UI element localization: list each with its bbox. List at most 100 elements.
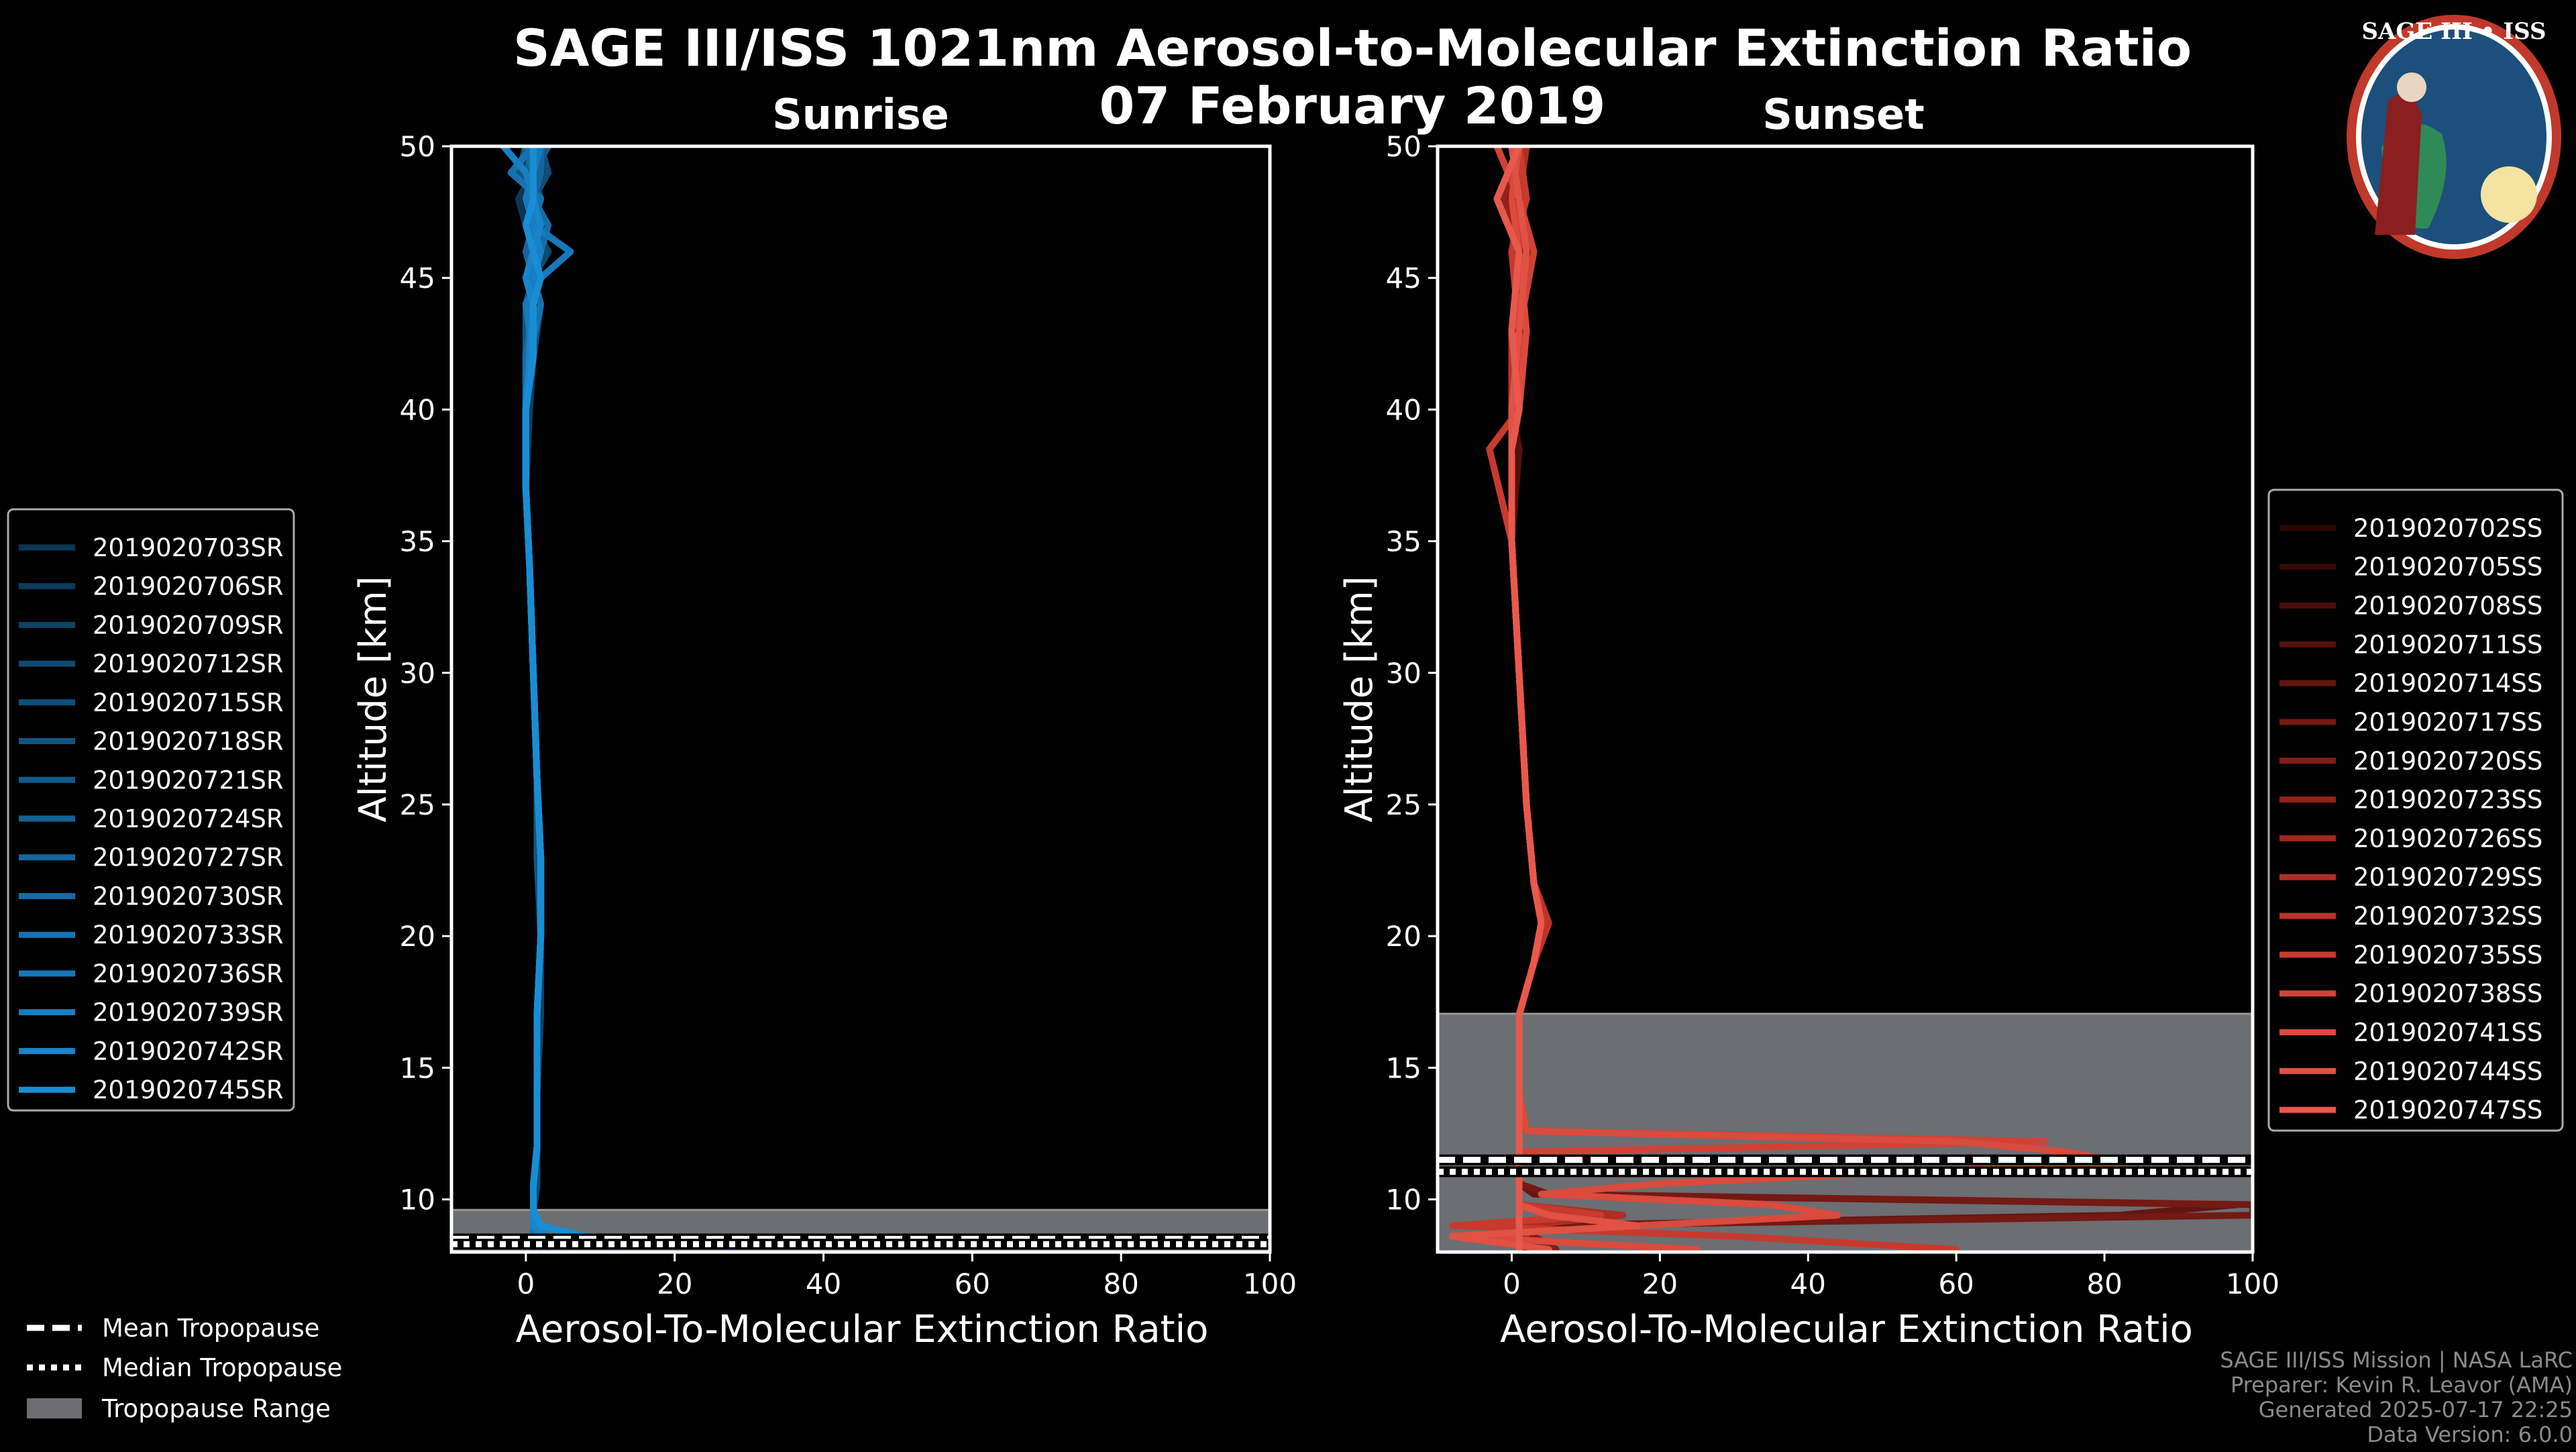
legend-label: 2019020724SR [93, 805, 284, 833]
legend-item: 2019020703SR [19, 533, 284, 562]
legend-label: 2019020747SS [2353, 1096, 2542, 1125]
y-tick-label: 30 [400, 657, 435, 690]
legend-item: 2019020738SS [2279, 980, 2542, 1008]
logo-text: SAGE III • ISS [2361, 18, 2546, 45]
legend-label: 2019020714SS [2353, 669, 2542, 698]
y-tick-label: 15 [1386, 1051, 1421, 1084]
x-tick-label: 0 [517, 1267, 535, 1300]
sunset-legend: 2019020702SS 2019020705SS 2019020708SS 2019… [2267, 488, 2564, 1132]
tropopause-range-swatch [27, 1398, 82, 1418]
legend-label: 2019020735SS [2353, 941, 2542, 970]
legend-item: 2019020715SR [19, 688, 284, 717]
y-tick-label: 30 [1386, 657, 1421, 690]
legend-item: 2019020709SR [19, 611, 284, 639]
legend-frame [7, 508, 295, 1112]
legend-item: 2019020712SR [19, 650, 284, 678]
y-tick-label: 45 [1386, 262, 1421, 295]
y-tick-label: 40 [1386, 393, 1421, 426]
legend-item: 2019020733SR [19, 921, 284, 949]
legend-item: 2019020736SR [19, 960, 284, 988]
axes-frame [449, 144, 1272, 1254]
y-tick-label: 25 [400, 788, 435, 821]
legend-label: 2019020736SR [93, 960, 284, 988]
x-tick-label: 40 [1790, 1267, 1826, 1300]
mean-tropopause-label: Mean Tropopause [102, 1314, 320, 1343]
sunrise-plot: 0 20 40 60 80 100 10 15 20 25 30 35 40 45 50 Aerosol-To… [352, 130, 1297, 1351]
y-tick-label: 45 [400, 262, 435, 295]
legend-label: 2019020729SS [2353, 863, 2542, 892]
figure-date: 07 February 2019 [1099, 76, 1606, 136]
legend-label: 2019020703SR [93, 533, 284, 562]
footer-preparer: Preparer: Kevin R. Leavor (AMA) [2231, 1372, 2573, 1398]
legend-item: 2019020732SS [2279, 902, 2542, 931]
x-tick-label: 100 [1243, 1267, 1297, 1300]
mission-logo: SAGE III • ISS [2347, 15, 2561, 259]
y-tick-label: 50 [1386, 130, 1421, 163]
legend-item: 2019020721SR [19, 766, 284, 794]
legend-label: 2019020738SS [2353, 980, 2542, 1008]
axes-frame [1436, 144, 2255, 1254]
footer-generated: Generated 2025-07-17 22:25 [2259, 1397, 2573, 1422]
legend-label: 2019020744SS [2353, 1057, 2542, 1086]
legend-item: 2019020702SS [2279, 514, 2542, 543]
y-tick-label: 35 [400, 525, 435, 558]
legend-label: 2019020715SR [93, 688, 284, 717]
legend-label: 2019020742SR [93, 1037, 284, 1066]
legend-item: 2019020717SS [2279, 708, 2542, 737]
x-tick-label: 0 [1503, 1267, 1521, 1300]
footer: SAGE III/ISS Mission | NASA LaRC Prepare… [2220, 1347, 2573, 1447]
legend-label: 2019020721SR [93, 766, 284, 794]
legend-label: 2019020730SR [93, 882, 284, 911]
y-tick-label: 40 [400, 393, 435, 426]
legend-item: 2019020706SR [19, 572, 284, 601]
legend-label: 2019020732SS [2353, 902, 2542, 931]
y-tick-label: 50 [400, 130, 435, 163]
legend-label: 2019020733SR [93, 921, 284, 949]
figure-title: SAGE III/ISS 1021nm Aerosol-to-Molecular… [513, 18, 2192, 78]
y-tick-label: 15 [400, 1051, 435, 1084]
legend-label: 2019020727SR [93, 843, 284, 872]
sunset-panel-title: Sunset [1762, 90, 1925, 139]
profile-2019020747SS [1493, 146, 1545, 1252]
profile-lines [451, 146, 1270, 1251]
legend-item: 2019020711SS [2279, 630, 2542, 659]
legend-item: 2019020714SS [2279, 669, 2542, 698]
legend-item: 2019020726SS [2279, 824, 2542, 853]
legend-frame [2267, 488, 2564, 1132]
legend-label: 2019020720SS [2353, 747, 2542, 776]
x-tick-label: 80 [2086, 1267, 2122, 1300]
y-tick-label: 20 [400, 920, 435, 953]
profile-2019020745SR [522, 146, 738, 1251]
x-tick-label: 60 [955, 1267, 990, 1300]
legend-item: 2019020723SS [2279, 786, 2542, 815]
legend-label: 2019020705SS [2353, 553, 2542, 582]
y-tick-label: 25 [1386, 788, 1421, 821]
legend-label: 2019020745SR [93, 1076, 284, 1104]
profile-lines [1438, 146, 2253, 1252]
y-tick-label: 10 [1386, 1184, 1421, 1216]
legend-item: 2019020705SS [2279, 553, 2542, 582]
legend-label: 2019020709SR [93, 611, 284, 639]
legend-item: 2019020730SR [19, 882, 284, 911]
x-tick-label: 40 [806, 1267, 841, 1300]
tropopause-range-label: Tropopause Range [101, 1394, 331, 1423]
legend-item: 2019020729SS [2279, 863, 2542, 892]
legend-item: 2019020708SS [2279, 592, 2542, 621]
y-axis-label: Altitude [km] [1338, 576, 1381, 822]
legend-item: 2019020739SR [19, 998, 284, 1027]
legend-item: 2019020741SS [2279, 1018, 2542, 1047]
legend-label: 2019020702SS [2353, 514, 2542, 543]
legend-label: 2019020708SS [2353, 592, 2542, 621]
legend-item: 2019020744SS [2279, 1057, 2542, 1086]
x-tick-label: 20 [657, 1267, 692, 1300]
legend-label: 2019020739SR [93, 998, 284, 1027]
y-tick-label: 10 [400, 1184, 435, 1216]
y-tick-label: 20 [1386, 920, 1421, 953]
legend-label: 2019020726SS [2353, 824, 2542, 853]
legend-label: 2019020711SS [2353, 630, 2542, 659]
x-tick-label: 100 [2226, 1267, 2279, 1300]
sunset-plot: 0 20 40 60 80 100 10 15 20 25 30 35 40 45 50 Aerosol-To… [1338, 130, 2279, 1351]
tropopause-legend: Mean Tropopause Median Tropopause Tropop… [27, 1314, 342, 1423]
footer-version: Data Version: 6.0.0 [2367, 1422, 2573, 1447]
